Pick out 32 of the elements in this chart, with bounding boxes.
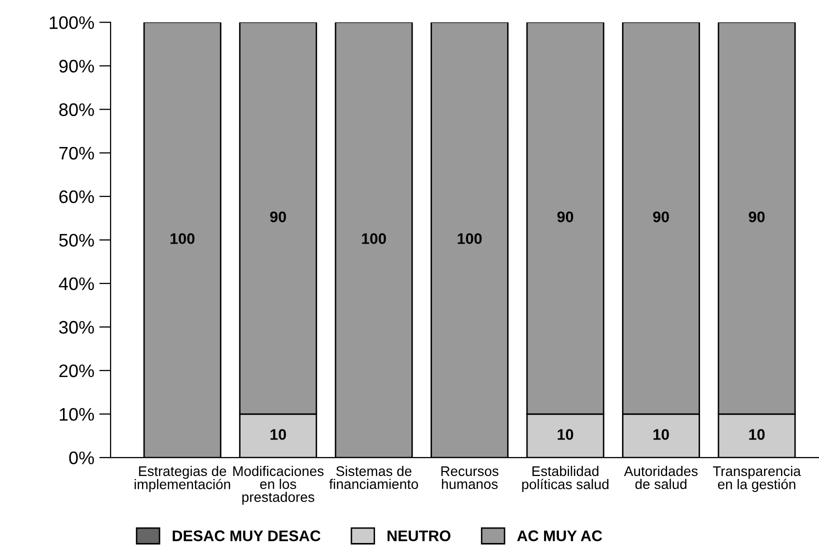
data-label: 100 bbox=[362, 233, 386, 244]
x-tick-label: Transparencia en la gestión bbox=[712, 466, 801, 492]
data-label: 10 bbox=[558, 429, 574, 440]
y-tick-label: 80% bbox=[59, 103, 94, 116]
x-tick-label: Estabilidad políticas salud bbox=[522, 466, 608, 492]
legend-label: AC MUY AC bbox=[517, 530, 602, 542]
y-tick-label: 70% bbox=[59, 146, 94, 160]
data-label: 10 bbox=[749, 429, 765, 440]
x-tick-label: Estrategias de implementación bbox=[134, 466, 230, 492]
data-label: 90 bbox=[557, 211, 574, 222]
data-label: 100 bbox=[458, 233, 482, 244]
data-label: 90 bbox=[270, 211, 286, 222]
data-label: 10 bbox=[654, 429, 669, 440]
y-tick-label: 60% bbox=[59, 190, 94, 204]
x-tick-label: Recursos humanos bbox=[441, 466, 498, 490]
legend-label: DESAC MUY DESAC bbox=[172, 530, 320, 542]
y-tick-label: 100% bbox=[50, 16, 94, 30]
y-tick-label: 10% bbox=[60, 408, 94, 421]
x-tick-label: Modificaciones en los prestadores bbox=[233, 466, 324, 505]
x-tick-label: Autoridades de salud bbox=[624, 466, 698, 490]
y-tick-label: 40% bbox=[58, 277, 94, 290]
data-label: 90 bbox=[653, 211, 669, 222]
y-tick-label: 20% bbox=[59, 364, 94, 378]
y-tick-label: 50% bbox=[59, 234, 94, 247]
data-label: 90 bbox=[748, 211, 765, 222]
x-tick-label: Sistemas de financiamiento bbox=[329, 466, 418, 490]
y-tick-label: 0% bbox=[69, 451, 94, 464]
data-label: 100 bbox=[170, 233, 194, 244]
y-tick-label: 30% bbox=[59, 320, 94, 334]
legend-label: NEUTRO bbox=[388, 530, 450, 542]
data-label: 10 bbox=[270, 429, 286, 440]
y-tick-label: 90% bbox=[59, 60, 94, 73]
